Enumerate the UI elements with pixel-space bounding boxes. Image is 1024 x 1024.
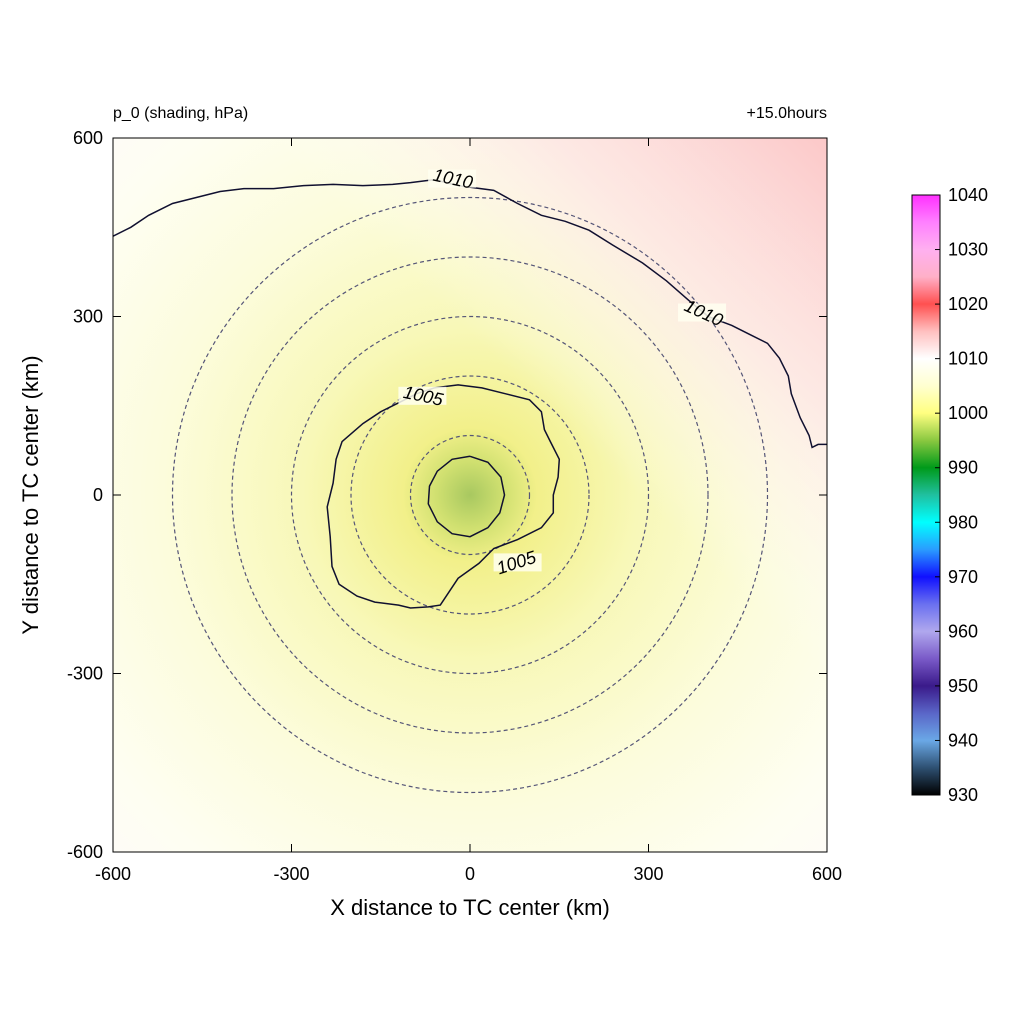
- contour-lines: [113, 178, 827, 609]
- x-tick-label: -300: [273, 864, 309, 884]
- y-axis-ticks: -600 -300 0 300 600: [67, 128, 827, 862]
- contour-1005: [326, 384, 561, 609]
- colorbar-tick-label: 960: [948, 621, 978, 641]
- colorbar-tick-label: 1030: [948, 240, 988, 260]
- contour-label-bg: [678, 303, 727, 322]
- y-tick-label: -600: [67, 842, 103, 862]
- colorbar-tick-label: 980: [948, 512, 978, 532]
- x-tick-label: 600: [812, 864, 842, 884]
- colorbar-tick-label: 1020: [948, 294, 988, 314]
- range-ring-200km: [350, 375, 590, 615]
- chart-title: p_0 (shading, hPa): [113, 105, 248, 122]
- colorbar-tick-label: 1000: [948, 403, 988, 423]
- contour-1000: [427, 455, 506, 538]
- colorbar-tick-label: 990: [948, 458, 978, 478]
- colorbar-tick-label: 1010: [948, 349, 988, 369]
- contour-label-bg: [493, 553, 542, 572]
- range-ring-500km: [171, 196, 769, 794]
- y-tick-label: 300: [73, 307, 103, 327]
- x-axis-label: X distance to TC center (km): [330, 895, 610, 920]
- colorbar-tick-label: 970: [948, 567, 978, 587]
- high-pressure-corner-shading: [113, 138, 827, 852]
- x-tick-label: 300: [633, 864, 663, 884]
- chart-subtitle: +15.0hours: [746, 105, 827, 122]
- x-axis-ticks: -600 -300 0 300 600: [95, 138, 842, 884]
- range-rings: [171, 196, 769, 794]
- contour-label-bg: [428, 169, 477, 188]
- plot-area: [113, 138, 827, 852]
- colorbar-gradient: [911, 194, 941, 796]
- colorbar-tick-label: 950: [948, 676, 978, 696]
- colorbar-tick-label: 940: [948, 730, 978, 750]
- colorbar-tick-label: 930: [948, 785, 978, 805]
- range-ring-400km: [231, 256, 709, 734]
- contour-label-bg: [398, 386, 447, 405]
- range-ring-300km: [290, 315, 650, 675]
- y-tick-label: 0: [93, 485, 103, 505]
- colorbar: 1040 1030 1020 1010 1000 990 980 970 960 950 940 93…: [911, 185, 988, 805]
- x-tick-label: 0: [465, 864, 475, 884]
- contour-1010: [113, 178, 827, 449]
- y-tick-label: -300: [67, 664, 103, 684]
- y-tick-label: 600: [73, 128, 103, 148]
- colorbar-ticks: 1040 1030 1020 1010 1000 990 980 970 960 950 940 93…: [935, 185, 988, 805]
- colorbar-tick-label: 1040: [948, 185, 988, 205]
- range-ring-100km: [409, 434, 531, 556]
- x-tick-label: -600: [95, 864, 131, 884]
- y-axis-label: Y distance to TC center (km): [18, 355, 43, 634]
